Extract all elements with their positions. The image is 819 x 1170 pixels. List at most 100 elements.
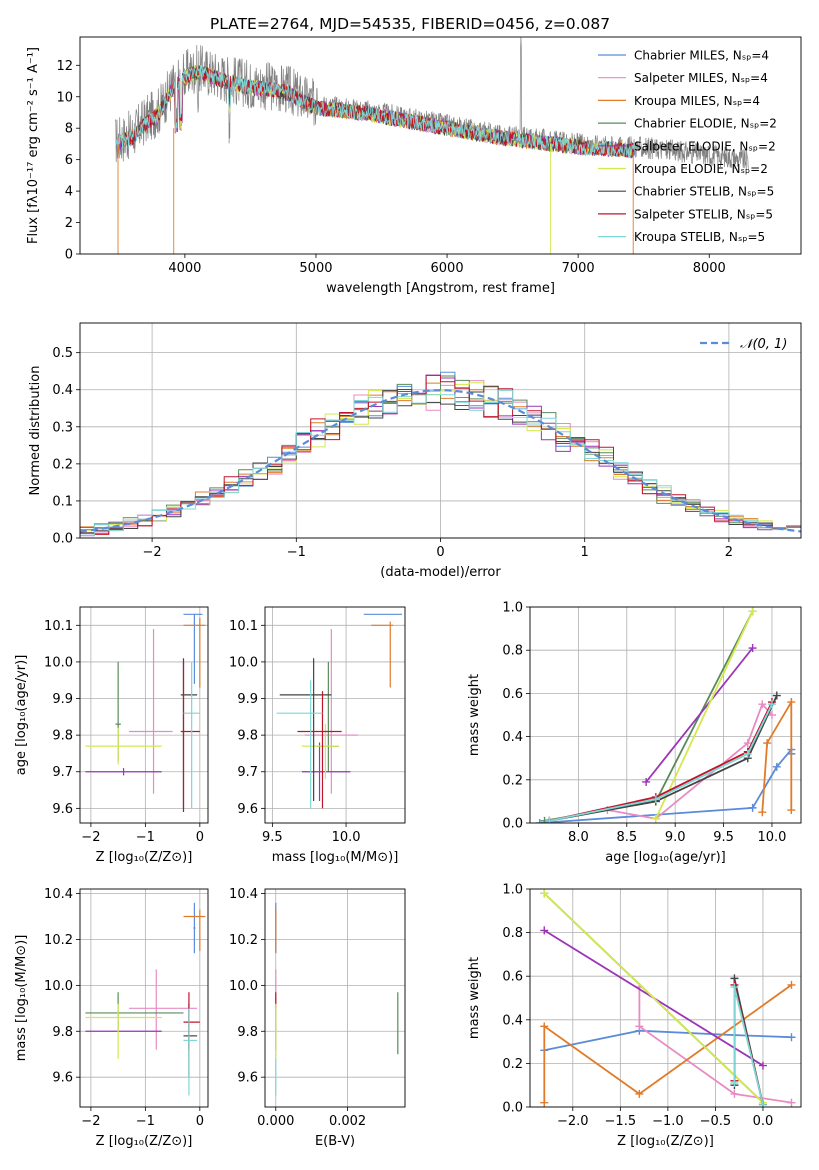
y-tick-label: 9.7 bbox=[237, 765, 258, 780]
x-axis-label: (data-model)/error bbox=[380, 565, 501, 580]
x-tick-label: 10.0 bbox=[757, 830, 786, 845]
series-marker bbox=[540, 1022, 549, 1031]
point-chabrier_elodie bbox=[85, 992, 184, 1032]
series-marker bbox=[772, 691, 781, 700]
plot-area bbox=[540, 889, 796, 1107]
x-tick-label: 9.0 bbox=[665, 830, 686, 845]
plot-area bbox=[115, 37, 749, 254]
y-tick-label: 10.0 bbox=[229, 655, 258, 670]
point-salpeter_stelib bbox=[297, 691, 342, 809]
histogram-salpeter_stelib bbox=[80, 374, 801, 535]
series-marker bbox=[748, 644, 757, 653]
series-marker bbox=[767, 711, 776, 719]
y-tick-label: 9.8 bbox=[52, 1025, 73, 1040]
grid bbox=[80, 607, 208, 823]
series-marker bbox=[730, 1079, 739, 1088]
point-kroupa_elodie bbox=[85, 1003, 162, 1059]
series-kroupa_stelib bbox=[730, 983, 767, 1107]
y-tick-label: 10.0 bbox=[229, 979, 258, 994]
x-axis-label: wavelength [Angstrom, rest frame] bbox=[326, 281, 555, 296]
x-tick-label: 5000 bbox=[299, 261, 332, 276]
series-line bbox=[544, 610, 754, 822]
y-tick-label: 10.2 bbox=[229, 933, 258, 948]
x-tick-label: 0 bbox=[196, 830, 204, 845]
x-tick-label: −2 bbox=[143, 545, 162, 560]
series-line bbox=[544, 1029, 792, 1052]
series-line bbox=[761, 698, 793, 813]
x-tick-label: 8000 bbox=[693, 261, 726, 276]
y-tick-label: 9.6 bbox=[52, 802, 73, 817]
x-tick-label: 4000 bbox=[168, 261, 201, 276]
legend-label: Chabrier ELODIE, Nₛₚ=2 bbox=[634, 117, 777, 131]
y-tick-label: 9.7 bbox=[52, 765, 73, 780]
legend-label: Kroupa STELIB, Nₛₚ=5 bbox=[634, 230, 765, 244]
y-tick-label: 10.2 bbox=[44, 933, 73, 948]
x-tick-label: 8.0 bbox=[568, 830, 589, 845]
y-tick-label: 0.4 bbox=[52, 383, 73, 398]
point-salpeter_miles bbox=[304, 628, 358, 794]
point-kroupa_stelib bbox=[183, 1008, 198, 1096]
y-tick-label: 0.6 bbox=[502, 970, 523, 985]
x-tick-label: 0.0 bbox=[753, 1114, 774, 1129]
legend-label: Salpeter MILES, Nₛₚ=4 bbox=[634, 71, 768, 85]
y-tick-label: 1.0 bbox=[502, 883, 523, 898]
y-tick-label: 9.6 bbox=[237, 802, 258, 817]
y-tick-label: 9.6 bbox=[237, 1071, 258, 1086]
axes-frame bbox=[79, 888, 209, 1108]
x-tick-label: 0.000 bbox=[257, 1114, 294, 1129]
data-spectrum bbox=[115, 37, 749, 171]
y-tick-label: 8 bbox=[65, 122, 73, 137]
panel-1: 4000 5000 6000 7000 8000 0 2 4 6 8 10 12 wavelength … bbox=[26, 36, 802, 296]
legend-label: Kroupa ELODIE, Nₛₚ=2 bbox=[634, 162, 768, 176]
x-axis-label: E(B-V) bbox=[315, 1134, 355, 1149]
axes-frame bbox=[264, 606, 406, 824]
y-tick-label: 9.8 bbox=[237, 1025, 258, 1040]
panel-3: −2 −1 0 9.6 9.7 9.8 9.9 10.0 10.1 Z [log₁₀(Z/Z⊙)]… bbox=[14, 606, 209, 865]
y-axis-label: mass [log₁₀(M/M⊙)] bbox=[14, 935, 29, 1062]
x-tick-label: 1 bbox=[581, 545, 589, 560]
series-marker bbox=[787, 1033, 796, 1042]
y-tick-label: 0.5 bbox=[52, 346, 73, 361]
point-chabrier_stelib bbox=[279, 658, 332, 802]
series-kroupa_stelib bbox=[545, 700, 776, 823]
legend-label: Salpeter STELIB, Nₛₚ=5 bbox=[634, 207, 773, 221]
panel-8: −2.0 −1.5 −1.0 −0.5 0.0 0.0 0.2 0.4 0.6 0.8 1.0 Z [… bbox=[467, 883, 802, 1149]
series-line bbox=[549, 701, 773, 822]
plot-area bbox=[535, 607, 796, 823]
y-tick-label: 0.8 bbox=[502, 644, 523, 659]
point-kroupa_elodie bbox=[85, 727, 162, 765]
y-tick-label: 10.0 bbox=[44, 655, 73, 670]
x-tick-label: 10.0 bbox=[332, 830, 361, 845]
series-line bbox=[733, 986, 764, 1106]
gaussian-curve bbox=[80, 388, 801, 533]
x-tick-label: −1.5 bbox=[605, 1114, 637, 1129]
legend-label: Kroupa MILES, Nₛₚ=4 bbox=[634, 94, 760, 108]
y-tick-label: 0.1 bbox=[52, 494, 73, 509]
point-salpeter_miles bbox=[129, 628, 173, 794]
y-tick-label: 0.6 bbox=[502, 687, 523, 702]
series-marker bbox=[535, 819, 544, 823]
series-marker bbox=[743, 749, 752, 758]
y-tick-label: 2 bbox=[65, 216, 73, 231]
point-kroupa_miles bbox=[183, 909, 206, 951]
histogram-chabrier_stelib bbox=[80, 385, 801, 534]
y-tick-label: 0.0 bbox=[502, 817, 523, 832]
y-axis-label: mass weight bbox=[467, 674, 482, 756]
series-marker bbox=[772, 762, 781, 771]
y-tick-label: 9.9 bbox=[52, 692, 73, 707]
y-axis-label: mass weight bbox=[467, 957, 482, 1039]
series-marker bbox=[767, 700, 776, 709]
y-tick-label: 9.9 bbox=[237, 692, 258, 707]
series-marker bbox=[540, 889, 549, 898]
y-tick-label: 10 bbox=[56, 90, 73, 105]
x-axis-label: Z [log₁₀(Z/Z⊙)] bbox=[96, 850, 193, 865]
series-marker bbox=[743, 739, 752, 748]
chart-title: PLATE=2764, MJD=54535, FIBERID=0456, z=0… bbox=[210, 15, 610, 33]
series-marker bbox=[540, 1098, 549, 1107]
y-tick-label: 0 bbox=[65, 248, 73, 263]
series-marker bbox=[758, 700, 767, 709]
series-line bbox=[645, 647, 754, 783]
panel-7: 0.000 0.002 9.6 9.8 10.0 10.2 10.4 E(B-V) bbox=[229, 887, 406, 1149]
series-line bbox=[654, 610, 754, 820]
